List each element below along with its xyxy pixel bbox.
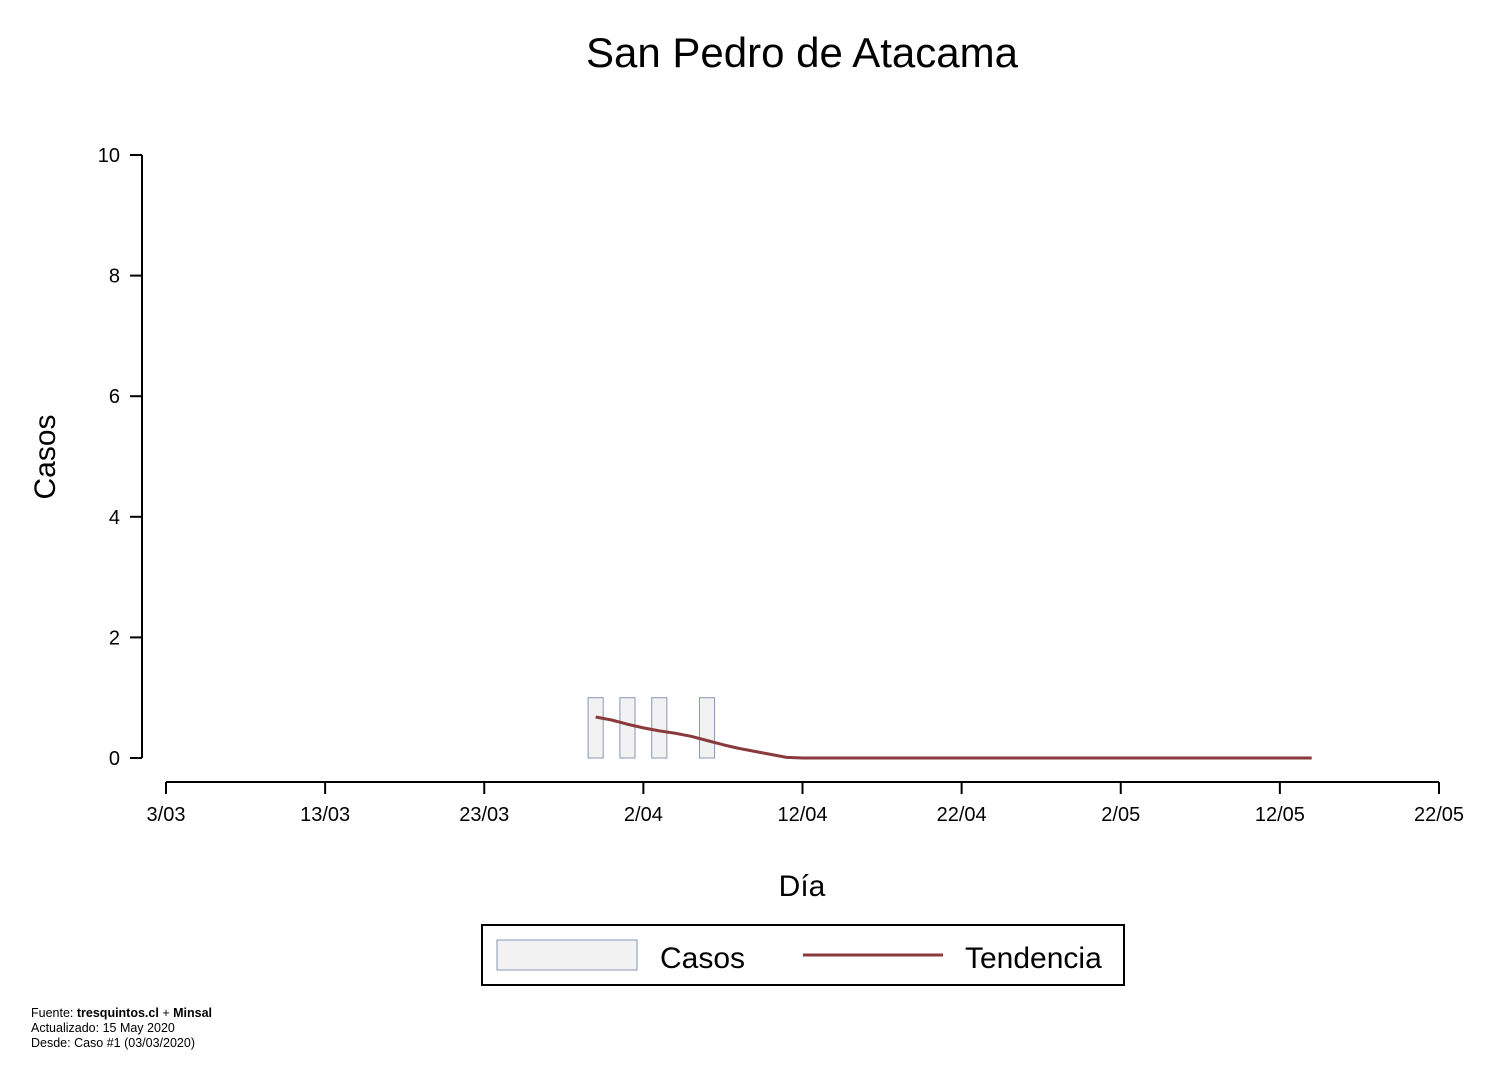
x-tick-label: 2/05: [1101, 804, 1140, 826]
x-tick-label: 13/03: [300, 804, 350, 826]
x-tick-label: 3/03: [147, 804, 186, 826]
footer-source-minsal: Minsal: [173, 1006, 212, 1020]
casos-bars: [587, 697, 716, 759]
y-tick-label: 4: [109, 507, 120, 529]
footer-source-prefix: Fuente:: [31, 1006, 77, 1020]
y-tick-label: 2: [109, 627, 120, 649]
legend-tendencia-label: Tendencia: [965, 942, 1102, 975]
x-tick-label: 23/03: [459, 804, 509, 826]
casos-bar: [651, 697, 668, 759]
y-tick-label: 8: [109, 266, 120, 288]
x-axis: 3/03 13/03 23/03 2/04 12/04 22/04 2/05 12/05 22/…: [147, 781, 1464, 826]
y-tick-label: 0: [109, 748, 120, 770]
casos-bar: [698, 697, 716, 759]
x-tick-label: 12/05: [1255, 804, 1305, 826]
legend: Casos Tendencia: [481, 924, 1125, 986]
casos-bar: [619, 697, 636, 759]
x-tick-label: 22/05: [1414, 804, 1464, 826]
y-tick-label: 6: [109, 386, 120, 408]
y-axis-title: Casos: [29, 414, 62, 499]
tendencia-line: [595, 715, 1312, 760]
x-tick-label: 22/04: [937, 804, 987, 826]
legend-casos-swatch: [496, 939, 638, 971]
y-axis: 0 2 4 6 8 10: [98, 145, 143, 770]
x-axis-title: Día: [779, 870, 826, 903]
footer-source-sep: +: [158, 1006, 174, 1020]
x-tick-label: 12/04: [777, 804, 827, 826]
footer-updated: Actualizado: 15 May 2020: [31, 1021, 175, 1035]
footer-source-site: tresquintos.cl: [76, 1006, 159, 1020]
x-tick-label: 2/04: [624, 804, 663, 826]
casos-bar: [587, 697, 604, 759]
legend-casos-label: Casos: [660, 942, 745, 975]
footer-source-line: Fuente: tresquintos.cl + Minsal: [31, 1006, 212, 1021]
source-footer: Fuente: tresquintos.cl + Minsal Actualiz…: [31, 1006, 212, 1051]
footer-since: Desde: Caso #1 (03/03/2020): [31, 1036, 195, 1050]
y-tick-label: 10: [98, 145, 120, 167]
chart-title: San Pedro de Atacama: [586, 29, 1019, 76]
